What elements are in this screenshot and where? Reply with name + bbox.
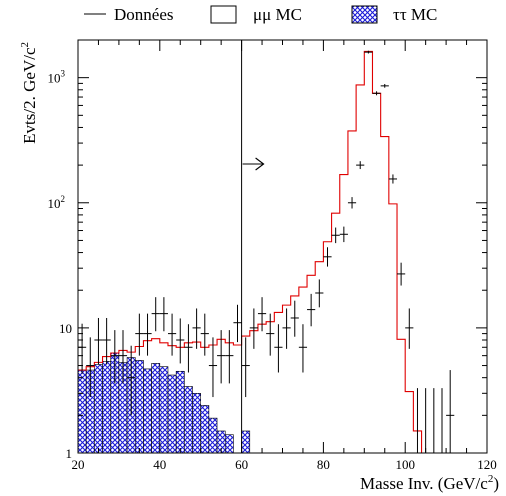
y-tick-label: 1 <box>66 446 73 461</box>
legend-label-data: Données <box>114 5 173 24</box>
data-point <box>176 318 185 364</box>
y-tick-label: 102 <box>48 194 66 211</box>
data-point <box>421 388 430 454</box>
data-point <box>331 227 340 244</box>
data-point <box>78 323 87 374</box>
data-point <box>298 324 308 373</box>
data-point <box>429 388 438 454</box>
x-tick-label: 100 <box>395 457 415 472</box>
tautau-bar <box>151 363 161 454</box>
data-point <box>184 324 193 373</box>
legend: Données μμ MC ττ MC <box>84 5 437 24</box>
tautau-bar <box>200 405 210 454</box>
data-point <box>151 297 160 332</box>
legend-label-tautau: ττ MC <box>393 5 437 24</box>
legend-label-mumu: μμ MC <box>253 5 302 24</box>
data-point <box>86 337 95 398</box>
data-point <box>339 226 348 243</box>
data-point <box>167 313 177 356</box>
x-tick-label: 40 <box>153 457 166 472</box>
tautau-bar <box>175 370 185 454</box>
data-point <box>118 330 128 384</box>
tautau-bar <box>143 368 152 454</box>
data-point <box>225 330 234 384</box>
data-point <box>200 313 209 356</box>
arrow-right-icon <box>242 157 265 171</box>
tautau-bar <box>192 393 202 454</box>
tautau-bar <box>241 430 251 454</box>
data-point <box>364 50 373 54</box>
data-point <box>208 337 218 398</box>
data-point <box>437 388 447 454</box>
tautau-bar <box>208 417 218 454</box>
data-point <box>274 324 283 373</box>
data-point <box>217 330 226 384</box>
tautau-bar <box>224 434 234 454</box>
tautau-bar <box>134 360 144 454</box>
x-tick-label: 80 <box>317 457 330 472</box>
data-point <box>290 300 299 337</box>
data-point <box>135 313 144 356</box>
axis-ticks: 20 40 60 80 100 120 1 10 102 103 <box>48 39 497 472</box>
mass-cut <box>241 40 265 453</box>
data-point <box>446 370 455 453</box>
data-points <box>78 50 455 454</box>
data-point <box>94 317 103 365</box>
data-point <box>143 313 152 356</box>
data-point <box>397 262 406 286</box>
data-point <box>249 308 258 349</box>
data-point <box>388 174 398 184</box>
tautau-bar <box>159 366 169 454</box>
data-point <box>266 313 275 356</box>
x-axis-label: Masse Inv. (GeV/c2) <box>360 473 499 493</box>
tautau-bar <box>77 369 87 454</box>
x-tick-label: 20 <box>72 457 85 472</box>
data-point <box>347 197 357 209</box>
y-tick-label: 10 <box>59 321 72 336</box>
legend-mumu-box <box>210 5 237 24</box>
data-point <box>372 91 381 96</box>
legend-tautau-box <box>351 5 378 24</box>
x-tick-label: 60 <box>235 457 248 472</box>
data-point <box>315 279 324 308</box>
x-tick-label: 120 <box>477 457 497 472</box>
tautau-bar <box>94 364 103 454</box>
data-point <box>405 308 414 349</box>
tautau-bar <box>102 361 112 454</box>
data-point <box>159 297 168 332</box>
data-point <box>127 345 136 416</box>
y-tick-label: 103 <box>48 69 66 86</box>
data-point <box>380 83 389 88</box>
data-point <box>110 330 119 384</box>
data-point <box>307 293 316 327</box>
data-point <box>413 388 422 454</box>
data-point <box>257 297 267 332</box>
tautau-bar <box>184 386 193 454</box>
data-point <box>192 308 201 349</box>
data-point <box>356 161 365 170</box>
data-point <box>102 317 111 365</box>
data-point <box>323 247 332 267</box>
data-point <box>282 308 291 349</box>
y-axis-label: Evts/2. GeV/c2 <box>19 42 39 144</box>
tautau-bar <box>167 374 177 454</box>
data-point <box>241 337 250 398</box>
data-point <box>233 304 242 343</box>
tautau-mc-histogram <box>77 352 251 454</box>
